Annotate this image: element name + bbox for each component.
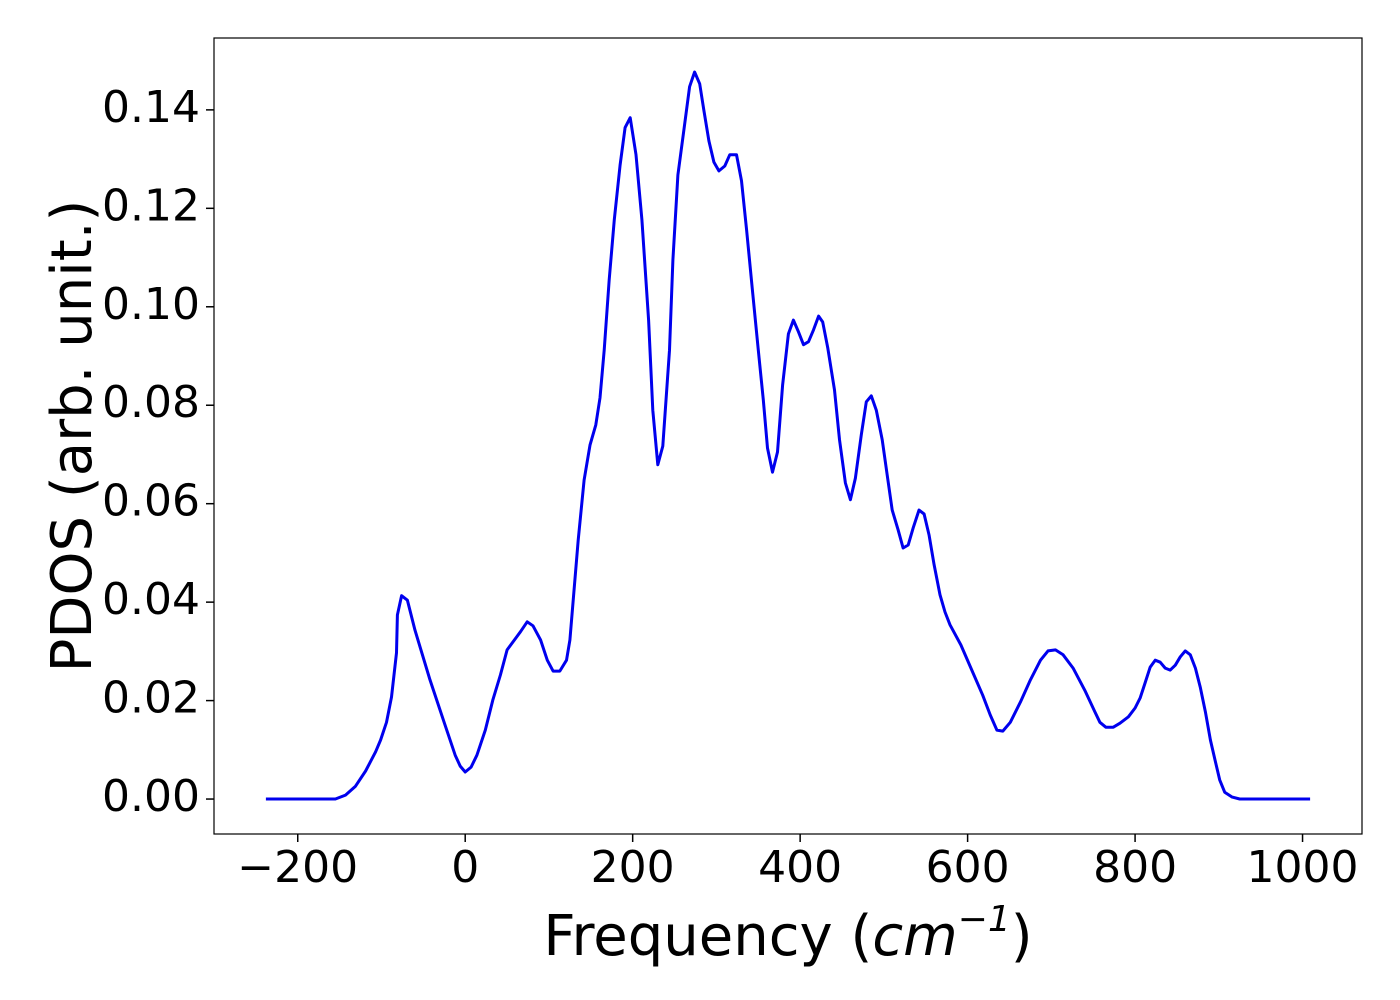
y-tick-label: 0.08 bbox=[102, 377, 200, 428]
y-tick-label: 0.10 bbox=[102, 279, 200, 330]
x-tick-label: 1000 bbox=[1247, 842, 1359, 893]
x-axis-label: Frequency (cm−1) bbox=[543, 899, 1032, 969]
y-tick-label: 0.04 bbox=[102, 574, 200, 625]
y-tick-label: 0.14 bbox=[102, 82, 200, 133]
x-tick-label: 200 bbox=[591, 842, 675, 893]
line-series bbox=[265, 70, 1311, 801]
x-tick-label: 400 bbox=[758, 842, 842, 893]
x-tick-label: 800 bbox=[1093, 842, 1177, 893]
y-tick-label: 0.12 bbox=[102, 180, 200, 231]
y-tick-label: 0.02 bbox=[102, 673, 200, 724]
x-tick-label: 0 bbox=[451, 842, 479, 893]
y-axis-label: PDOS (arb. unit.) bbox=[40, 200, 105, 673]
y-tick-label: 0.06 bbox=[102, 476, 200, 527]
x-tick-label: 600 bbox=[926, 842, 1010, 893]
x-tick-label: −200 bbox=[237, 842, 358, 893]
x-label-part: cm bbox=[872, 904, 957, 969]
x-label-part: ) bbox=[1011, 904, 1033, 969]
plot-frame bbox=[213, 37, 1363, 835]
x-label-part: Frequency ( bbox=[543, 904, 872, 969]
y-tick-label: 0.00 bbox=[102, 771, 200, 822]
x-label-part: −1 bbox=[958, 899, 1011, 940]
